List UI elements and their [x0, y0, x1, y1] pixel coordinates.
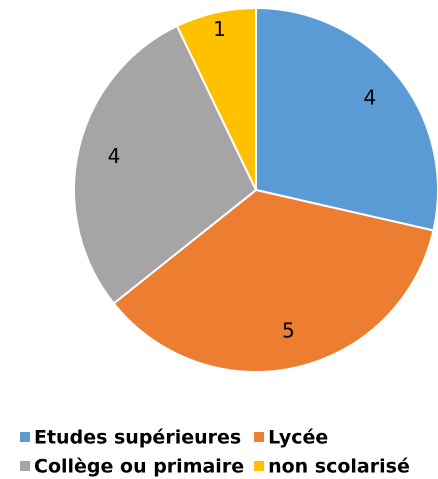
legend-swatch	[20, 461, 30, 471]
legend-swatch	[254, 432, 265, 442]
legend-label: non scolarisé	[268, 456, 410, 478]
data-label: 5	[282, 318, 295, 342]
legend-swatch	[254, 461, 265, 471]
pie-slice	[73, 24, 258, 305]
legend-label: Etudes supérieures	[34, 427, 241, 449]
legend-swatch	[20, 432, 30, 442]
legend-label: Lycée	[268, 427, 328, 449]
pie-slice	[175, 6, 257, 191]
data-label: 4	[108, 144, 121, 168]
legend-label: Collège ou primaire	[34, 456, 244, 478]
data-label: 4	[363, 86, 376, 110]
data-label: 1	[213, 17, 226, 41]
pie-slice	[112, 188, 435, 373]
